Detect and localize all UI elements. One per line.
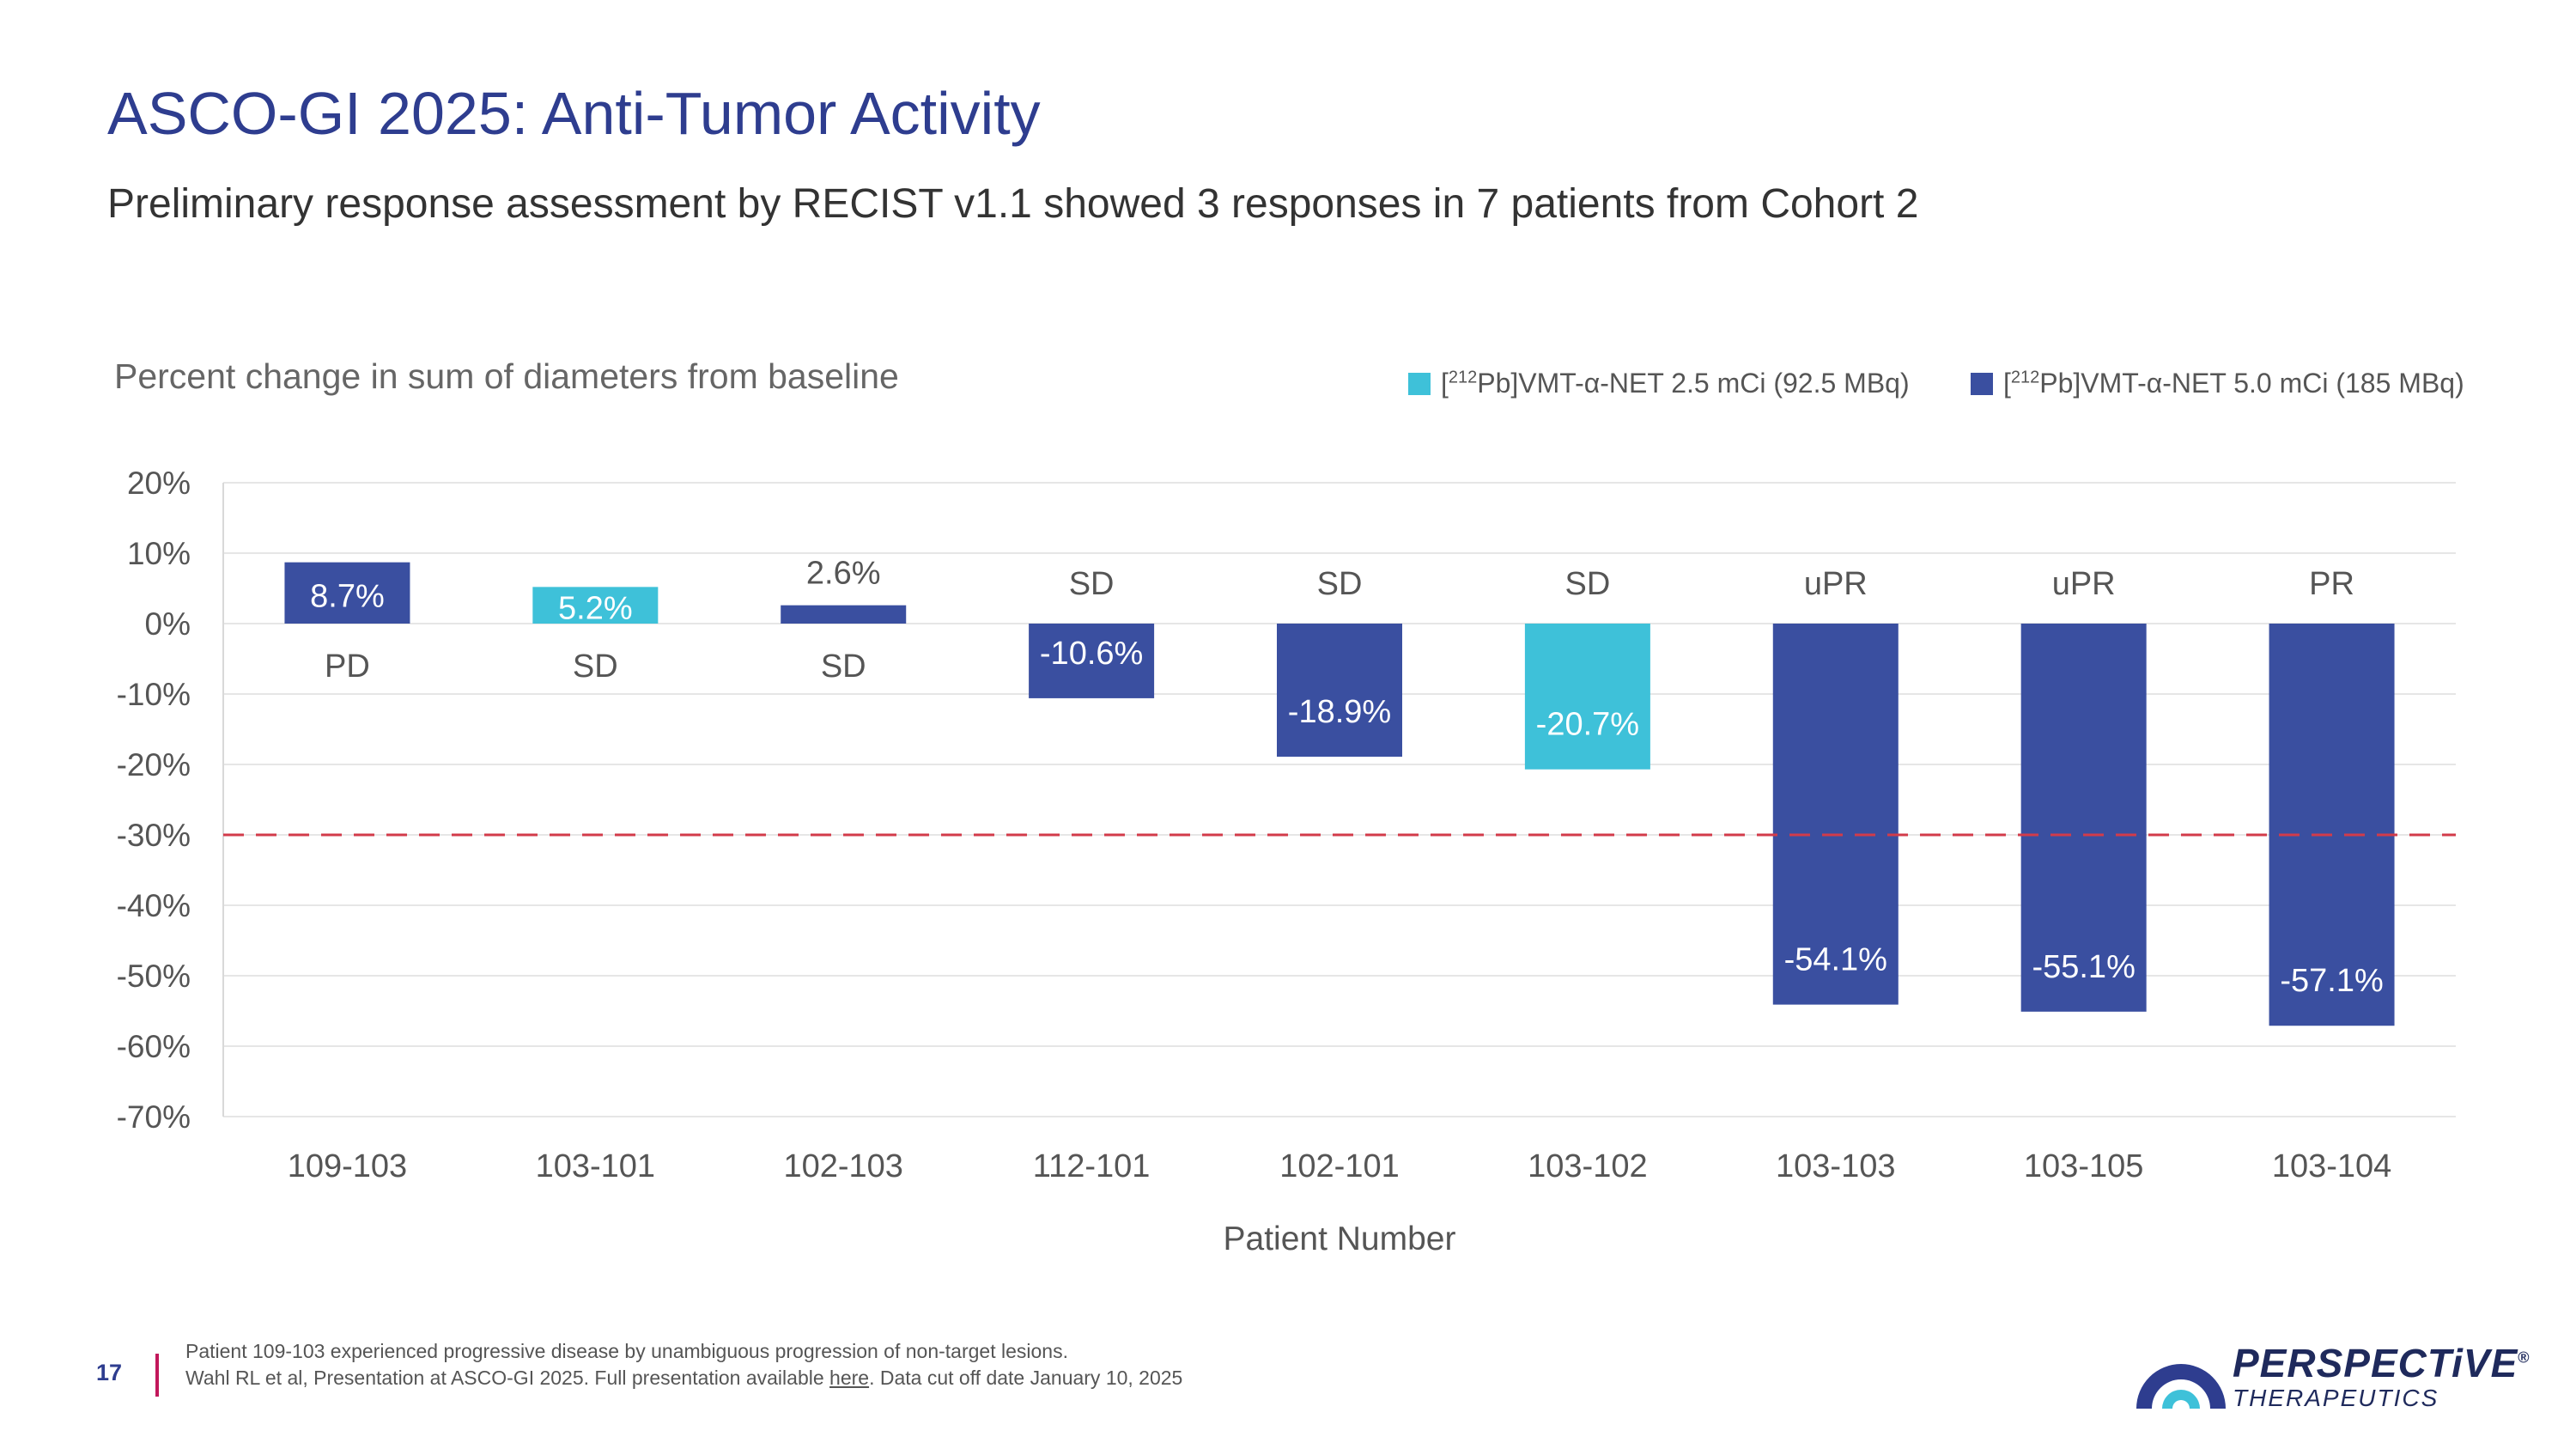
presentation-link[interactable]: here [829,1367,870,1389]
bar-103-101 [532,587,659,624]
value-label: -18.9% [1288,694,1391,730]
x-tick-label: 109-103 [288,1148,407,1184]
response-label: SD [1564,566,1610,602]
footnote-1: Patient 109-103 experienced progressive … [185,1340,1068,1362]
response-label: SD [1317,566,1363,602]
page-subtitle: Preliminary response assessment by RECIS… [107,181,1919,227]
logo-wordmark: PERSPECTiVE® [2233,1341,2530,1385]
response-label: uPR [2052,566,2116,602]
response-label: uPR [1804,566,1868,602]
bar-103-105 [2020,624,2147,1012]
value-label: 5.2% [558,591,633,627]
footer-divider [155,1354,159,1397]
page-title: ASCO-GI 2025: Anti-Tumor Activity [107,80,1041,147]
bar-103-102 [1524,624,1650,770]
y-tick-label: 0% [145,606,191,642]
bar-102-101 [1277,624,1402,757]
x-tick-label: 102-103 [783,1148,902,1184]
logo-subtitle: THERAPEUTICS [2233,1385,2439,1411]
legend-swatch-dose-5-0 [1971,372,1993,395]
x-tick-label: 103-104 [2272,1148,2391,1184]
legend-label-dose-5-0: [212Pb]VMT-α-NET 5.0 mCi (185 MBq) [2003,368,2464,399]
y-tick-label: -60% [117,1029,191,1064]
response-label: SD [1069,566,1115,602]
y-tick-label: -50% [117,959,191,994]
y-tick-label: -10% [117,677,191,712]
value-label: -20.7% [1536,707,1639,743]
response-label: SD [821,648,866,685]
value-label: -57.1% [2280,963,2383,999]
slide-number: 17 [96,1360,123,1385]
bar-103-103 [1772,624,1899,1005]
x-axis-title: Patient Number [1224,1221,1456,1257]
x-tick-label: 103-102 [1528,1148,1647,1184]
legend-swatch-dose-2-5 [1408,372,1431,395]
chart-title: Percent change in sum of diameters from … [114,356,899,396]
y-tick-label: 20% [127,466,191,501]
company-logo-icon [2136,1364,2226,1409]
value-label: 2.6% [806,556,881,592]
response-label: SD [573,648,618,685]
y-tick-label: -70% [117,1099,191,1135]
response-label: PR [2309,566,2354,602]
value-label: 8.7% [310,578,385,614]
footnote-2: Wahl RL et al, Presentation at ASCO-GI 2… [185,1367,1183,1389]
legend-item-dose-2-5: [212Pb]VMT-α-NET 2.5 mCi (92.5 MBq) [1408,368,1910,399]
y-tick-label: -30% [117,818,191,853]
x-tick-label: 103-105 [2024,1148,2143,1184]
value-label: -54.1% [1784,942,1887,978]
bar-102-103 [781,605,907,624]
bar-103-104 [2269,624,2395,1026]
value-label: -10.6% [1040,636,1143,672]
x-tick-label: 102-101 [1279,1148,1399,1184]
y-tick-label: -40% [117,888,191,923]
x-tick-label: 112-101 [1033,1148,1151,1184]
x-tick-label: 103-103 [1776,1148,1895,1184]
legend-label-dose-2-5: [212Pb]VMT-α-NET 2.5 mCi (92.5 MBq) [1441,368,1910,399]
response-label: PD [325,648,370,685]
y-tick-label: -20% [117,747,191,782]
y-tick-label: 10% [127,536,191,571]
bar-112-101 [1029,624,1155,698]
x-tick-label: 103-101 [536,1148,655,1184]
bar-109-103 [284,562,410,624]
value-label: -55.1% [2032,949,2135,985]
legend-item-dose-5-0: [212Pb]VMT-α-NET 5.0 mCi (185 MBq) [1971,368,2464,399]
